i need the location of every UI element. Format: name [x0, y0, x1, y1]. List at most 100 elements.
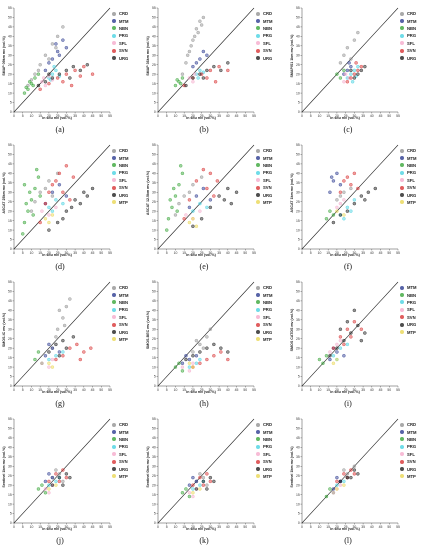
- y-tick-label: 35: [296, 455, 300, 459]
- data-point-mtm: [47, 472, 51, 476]
- x-tick-label: 35: [73, 251, 77, 255]
- x-tick-label: 20: [191, 251, 195, 255]
- legend-marker: [112, 163, 116, 168]
- x-tick-label: 0: [157, 525, 159, 529]
- legend-marker: [112, 422, 116, 427]
- legend-item: NBN: [400, 162, 430, 169]
- legend-label: SVN: [119, 459, 128, 465]
- legend-marker: [112, 156, 116, 161]
- data-point-prg: [54, 198, 58, 202]
- data-point-mtp: [47, 361, 51, 365]
- y-axis-label-text: Sentinel 1km mv (vol.%): [290, 446, 294, 488]
- x-axis-label: In situ mv (vol.%): [186, 253, 216, 257]
- data-point-urg: [61, 338, 65, 343]
- x-tick-label: 30: [208, 251, 212, 255]
- legend-marker: [112, 315, 116, 320]
- data-point-urg: [55, 220, 60, 225]
- data-point-sfl: [328, 350, 332, 354]
- data-point-mtp: [335, 487, 339, 491]
- x-tick-label: 25: [200, 388, 204, 392]
- data-point-sfl: [54, 205, 58, 210]
- data-point-crd: [47, 57, 51, 61]
- one-to-one-line: [13, 281, 111, 387]
- y-tick-label: 30: [8, 327, 12, 331]
- data-point-urg: [64, 68, 69, 73]
- data-point-mtm: [328, 357, 332, 362]
- data-point-urg: [47, 228, 51, 232]
- legend-item: PRG: [112, 443, 142, 450]
- x-tick-label: 35: [361, 525, 365, 529]
- y-tick-label: 45: [296, 299, 300, 303]
- y-tick-label: 50: [8, 153, 12, 157]
- data-point-crd: [349, 57, 353, 61]
- data-point-urg: [69, 205, 74, 210]
- scatter-plot-svg: 0 5 10 15 20 25 30 35 40 45 50 55 0 5 10 15 20 25 30 35 40 45…: [152, 280, 256, 392]
- legend-label: CRD: [119, 285, 129, 291]
- y-tick-label: 15: [152, 493, 156, 497]
- legend-label: PRG: [119, 33, 129, 39]
- data-point-nbn: [31, 213, 35, 217]
- data-point-urg: [194, 487, 199, 491]
- y-tick-label: 10: [152, 502, 156, 506]
- legend-item: CRD: [112, 284, 142, 291]
- legend-item: MTP: [112, 473, 142, 480]
- y-tick-label: 25: [296, 200, 300, 204]
- data-point-crd: [47, 179, 51, 183]
- data-point-prg: [335, 483, 339, 487]
- data-point-svn: [345, 327, 350, 331]
- data-point-crd: [201, 15, 206, 20]
- data-point-crd: [57, 308, 62, 313]
- legend-marker: [400, 11, 404, 16]
- data-point-sfl: [40, 209, 44, 213]
- data-point-mtm: [57, 53, 62, 57]
- y-tick-label: 15: [152, 356, 156, 360]
- legend-marker: [256, 193, 260, 198]
- y-tick-label: 30: [8, 464, 12, 468]
- data-point-svn: [226, 68, 230, 73]
- y-tick-label: 5: [10, 512, 12, 516]
- y-tick-label: 35: [296, 318, 300, 322]
- legend-label: URG: [119, 192, 129, 198]
- y-axis-label-text: ASCAT 12.5km mv (vol.%): [146, 170, 150, 216]
- x-axis-label: In situ mv (vol.%): [330, 116, 360, 120]
- data-point-urg: [226, 186, 230, 191]
- data-point-crd: [198, 342, 202, 347]
- legend-label: MTM: [263, 155, 273, 161]
- data-point-prg: [191, 487, 195, 491]
- data-point-crd: [191, 350, 195, 354]
- legend-item: MTP: [256, 199, 286, 206]
- data-point-crd: [342, 190, 346, 194]
- data-point-mtp: [47, 487, 51, 491]
- x-tick-label: 0: [301, 251, 303, 255]
- data-point-mtp: [187, 361, 192, 365]
- y-tick-label: 15: [152, 82, 156, 86]
- y-axis-label: Sentinel 1km mv (vol.%): [0, 419, 10, 515]
- legend-label: SVN: [119, 185, 128, 191]
- x-tick-label: 55: [396, 251, 400, 255]
- legend-item: MTP: [400, 199, 430, 206]
- y-tick-label: 15: [296, 493, 300, 497]
- data-point-nbn: [331, 213, 336, 217]
- legend-item: SFL: [256, 177, 286, 184]
- legend-label: URG: [407, 322, 417, 328]
- data-point-crd: [36, 68, 41, 73]
- data-point-prg: [352, 68, 357, 73]
- y-axis-label: SMOS-IC mv (vol.%): [0, 282, 10, 378]
- data-point-urg: [64, 472, 69, 476]
- data-point-mtp: [342, 213, 346, 217]
- data-point-sfl: [47, 365, 51, 369]
- y-tick-label: 15: [8, 82, 12, 86]
- x-tick-label: 55: [252, 388, 256, 392]
- x-tick-label: 50: [243, 388, 247, 392]
- legend-item: SVN: [256, 184, 286, 191]
- data-point-svn: [349, 183, 353, 187]
- x-tick-label: 10: [174, 251, 178, 255]
- data-point-sfl: [331, 491, 336, 495]
- legend-label: SVN: [407, 48, 416, 54]
- data-point-crd: [38, 63, 42, 67]
- y-tick-label: 15: [296, 219, 300, 223]
- data-point-sfl: [50, 78, 55, 82]
- data-point-crd: [55, 327, 60, 331]
- one-to-one-line: [157, 281, 255, 387]
- data-point-prg: [47, 205, 51, 210]
